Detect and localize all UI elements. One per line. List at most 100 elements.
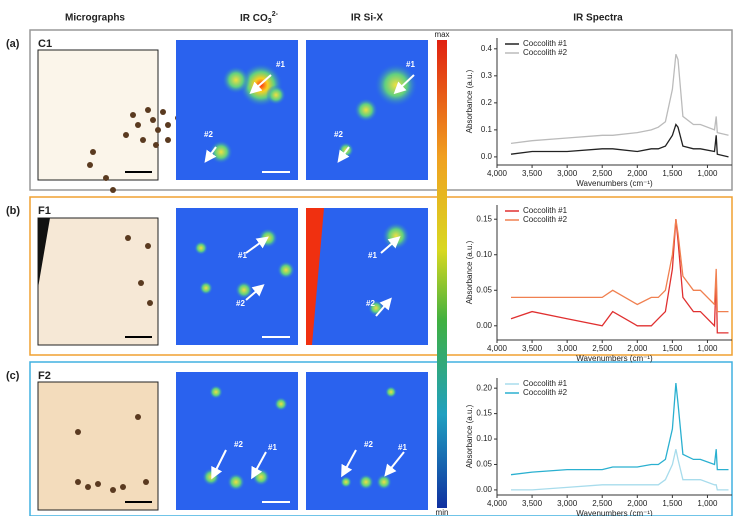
panel-label: (a) xyxy=(6,38,20,50)
x-tick-label: 4,000 xyxy=(487,344,508,353)
y-tick-label: 0.10 xyxy=(476,434,492,443)
x-tick-label: 1,000 xyxy=(697,169,718,178)
y-tick-label: 0.3 xyxy=(481,71,493,80)
hotspot xyxy=(374,63,418,107)
particle xyxy=(140,137,146,143)
y-tick-label: 0.00 xyxy=(476,321,492,330)
particle xyxy=(160,109,166,115)
micrograph xyxy=(37,381,159,511)
hotspot xyxy=(266,85,286,105)
y-tick-label: 0.4 xyxy=(481,44,493,53)
particle xyxy=(135,122,141,128)
x-tick-label: 2,500 xyxy=(592,169,613,178)
ir-map-edge xyxy=(306,208,324,345)
x-axis-label: Wavenumbers (cm⁻¹) xyxy=(576,354,653,363)
y-tick-label: 0.05 xyxy=(476,285,492,294)
colorbar xyxy=(437,40,447,508)
particle xyxy=(143,479,149,485)
micrograph xyxy=(37,49,159,181)
header: IR CO32- xyxy=(240,11,279,25)
legend-label: Coccolith #2 xyxy=(523,215,568,224)
x-tick-label: 3,500 xyxy=(522,169,543,178)
legend-label: Coccolith #1 xyxy=(523,206,568,215)
x-tick-label: 1,500 xyxy=(662,344,683,353)
particle xyxy=(75,429,81,435)
hotspot xyxy=(382,222,410,250)
arrow xyxy=(211,449,227,480)
map-label: #1 xyxy=(368,251,377,260)
spectrum-line xyxy=(511,219,729,313)
arrow xyxy=(245,236,269,254)
arrow xyxy=(251,451,267,480)
particle xyxy=(123,132,129,138)
y-tick-label: 0.15 xyxy=(476,214,492,223)
y-tick-label: 0.0 xyxy=(481,152,493,161)
map-label: #1 xyxy=(276,60,285,69)
hotspot xyxy=(358,474,374,490)
spectrum-line xyxy=(510,53,729,145)
particle xyxy=(155,127,161,133)
x-tick-label: 3,000 xyxy=(557,169,578,178)
header: IR Si-X xyxy=(351,13,384,24)
particle xyxy=(120,484,126,490)
particle xyxy=(75,479,81,485)
y-tick-label: 0.15 xyxy=(476,409,492,418)
particle xyxy=(138,280,144,286)
y-tick-label: 0.1 xyxy=(481,125,493,134)
hotspot xyxy=(235,281,253,299)
particle xyxy=(150,117,156,123)
x-tick-label: 1,500 xyxy=(662,499,683,508)
sample-label: C1 xyxy=(38,38,52,50)
panel-frame xyxy=(29,29,733,191)
y-tick-label: 0.05 xyxy=(476,460,492,469)
ir-map xyxy=(176,208,298,345)
hotspot xyxy=(258,228,278,248)
y-axis-label: Absorbance (a.u.) xyxy=(465,69,474,133)
arrow xyxy=(249,74,272,94)
sample-label: F1 xyxy=(38,205,51,217)
hotspot xyxy=(274,397,288,411)
map-label: #2 xyxy=(236,299,245,308)
map-label: #1 xyxy=(406,60,415,69)
header: Micrographs xyxy=(65,13,125,24)
x-tick-label: 2,000 xyxy=(627,169,648,178)
particle xyxy=(103,175,109,181)
arrow xyxy=(204,146,217,163)
x-tick-label: 2,500 xyxy=(592,499,613,508)
hotspot xyxy=(354,98,378,122)
particle xyxy=(145,107,151,113)
map-label: #2 xyxy=(204,130,213,139)
x-tick-label: 2,000 xyxy=(627,499,648,508)
y-tick-label: 0.2 xyxy=(481,98,493,107)
x-axis-label: Wavenumbers (cm⁻¹) xyxy=(576,179,653,188)
x-tick-label: 4,000 xyxy=(487,499,508,508)
x-tick-label: 3,000 xyxy=(557,344,578,353)
spectrum-line xyxy=(510,219,729,334)
particle xyxy=(130,112,136,118)
particle xyxy=(110,187,116,193)
hotspot xyxy=(277,261,295,279)
legend-label: Coccolith #2 xyxy=(523,48,568,57)
y-tick-label: 0.20 xyxy=(476,383,492,392)
arrow xyxy=(384,451,405,477)
sample-label: F2 xyxy=(38,370,51,382)
arrow xyxy=(375,297,392,317)
hotspot xyxy=(199,281,213,295)
x-tick-label: 4,000 xyxy=(487,169,508,178)
ir-map xyxy=(306,208,428,345)
hotspot xyxy=(222,66,250,94)
particle xyxy=(165,137,171,143)
arrow xyxy=(341,449,357,478)
y-tick-label: 0.10 xyxy=(476,250,492,259)
x-tick-label: 2,500 xyxy=(592,344,613,353)
ir-map xyxy=(176,40,298,180)
map-label: #2 xyxy=(364,440,373,449)
spectrum-line xyxy=(510,383,729,476)
particle xyxy=(153,142,159,148)
map-label: #2 xyxy=(366,299,375,308)
legend-label: Coccolith #1 xyxy=(523,39,568,48)
x-axis-label: Wavenumbers (cm⁻¹) xyxy=(576,509,653,516)
particle xyxy=(90,149,96,155)
micrograph-shadow xyxy=(38,218,50,288)
